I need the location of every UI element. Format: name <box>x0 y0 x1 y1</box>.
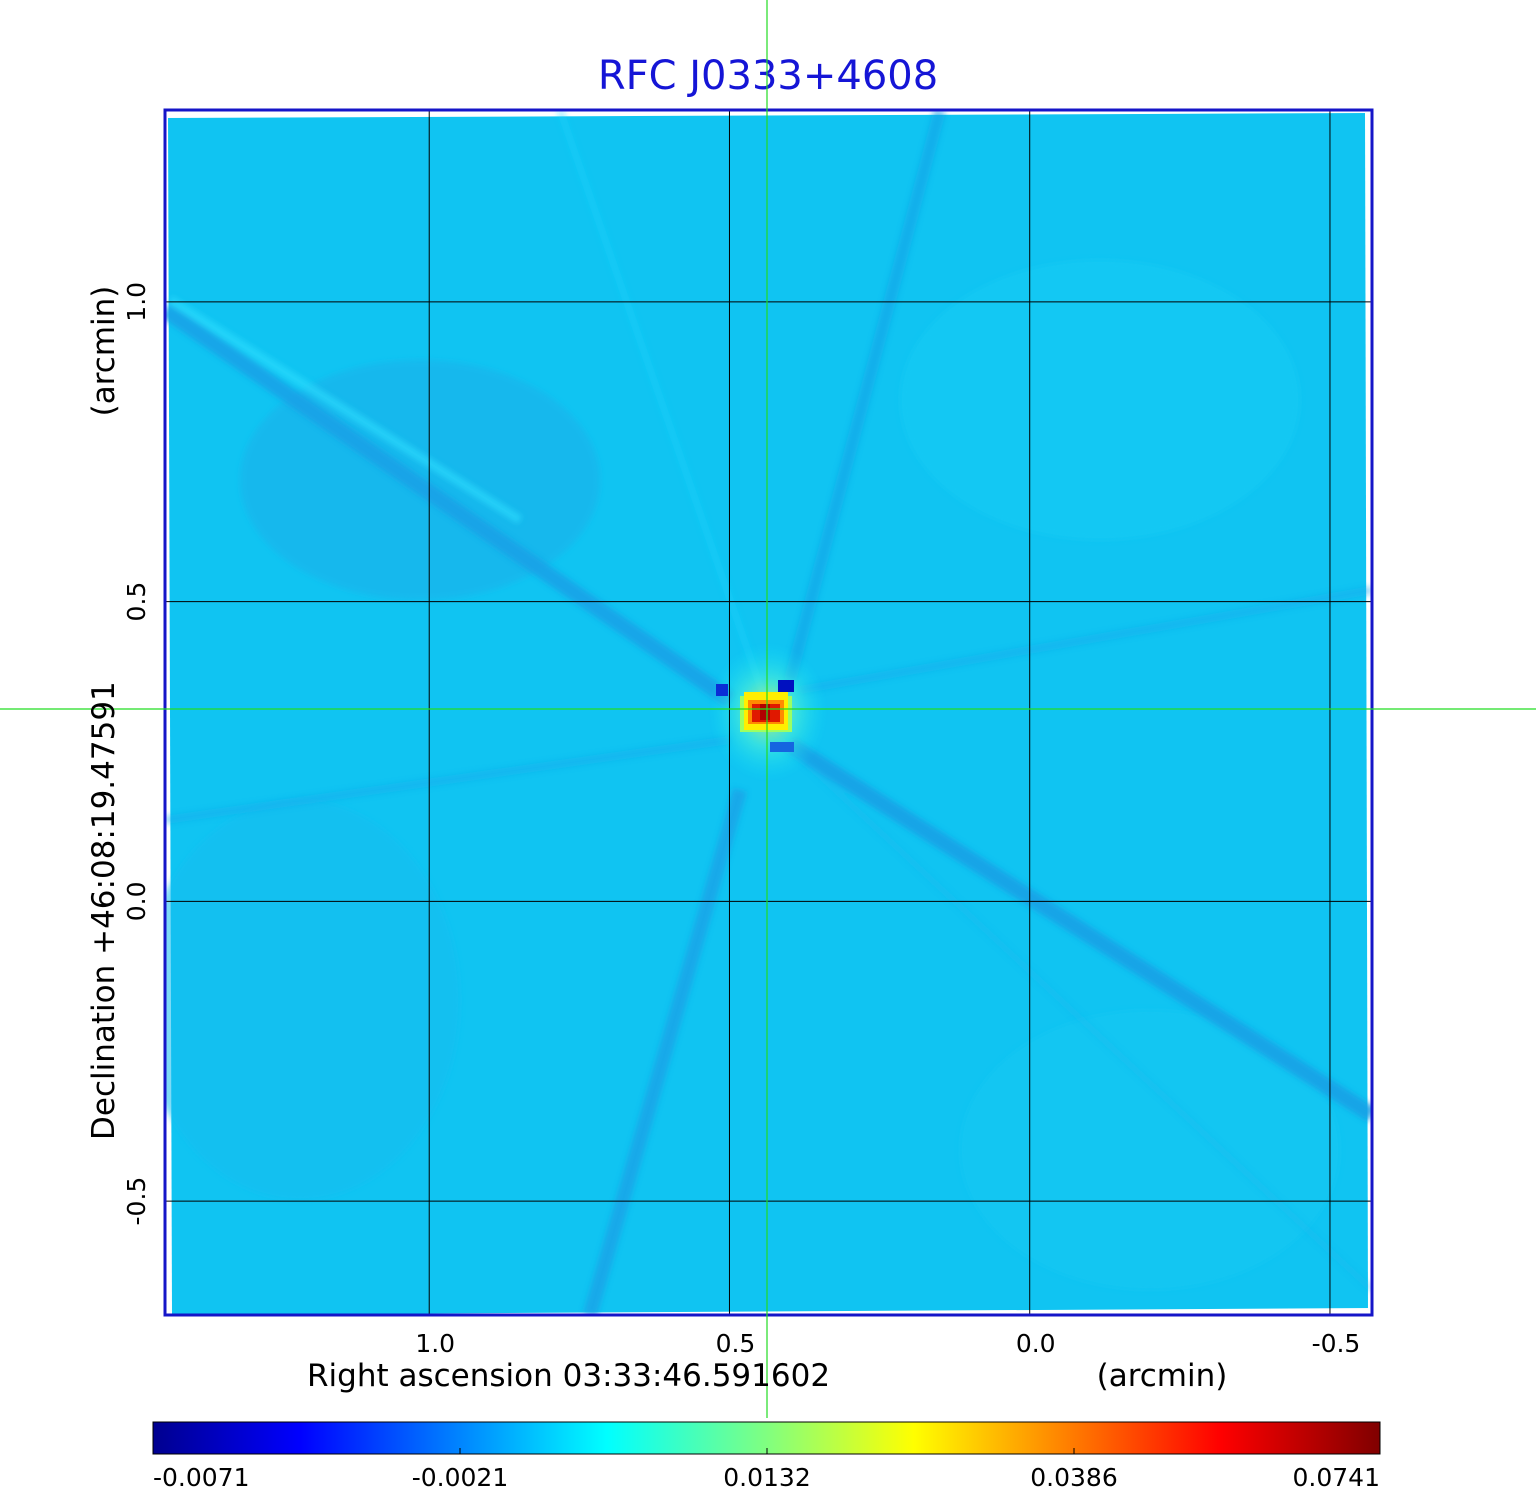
patch <box>960 1010 1340 1290</box>
x-tick-labels: 1.0 0.5 0.0 -0.5 <box>415 1329 1360 1358</box>
colorbar-tick-label: 0.0386 <box>1030 1463 1117 1492</box>
colorbar-tick-label: -0.0021 <box>412 1463 509 1492</box>
streak <box>799 586 1372 694</box>
streak <box>784 110 946 682</box>
source-pixel <box>778 680 794 692</box>
streak <box>165 736 731 824</box>
colorbar-tick-label: 0.0741 <box>1293 1463 1380 1492</box>
x-axis-label: Right ascension 03:33:46.591602 <box>307 1358 830 1394</box>
y-axis-label: Declination +46:08:19.47591 <box>86 681 122 1140</box>
image-edge-top <box>165 110 1372 118</box>
y-tick-label: 0.0 <box>122 881 151 921</box>
image-field <box>165 110 1372 1315</box>
central-source <box>708 642 828 782</box>
colorbar-tick-labels: -0.0071 -0.0021 0.0132 0.0386 0.0741 <box>153 1448 1380 1492</box>
streak <box>583 788 747 1315</box>
x-tick-label: 0.5 <box>716 1329 756 1358</box>
source-pixel <box>760 704 770 720</box>
source-pixel <box>770 742 794 752</box>
x-axis-unit: (arcmin) <box>1097 1358 1228 1394</box>
x-tick-label: 1.0 <box>415 1329 455 1358</box>
streak <box>785 738 1372 1122</box>
colorbar-tick-label: 0.0132 <box>723 1463 810 1492</box>
chart-title: RFC J0333+4608 <box>598 53 938 99</box>
colorbar-tick-label: -0.0071 <box>153 1463 250 1492</box>
x-tick-label: -0.5 <box>1312 1329 1361 1358</box>
streak <box>167 296 523 524</box>
image-edge-bottom <box>165 1308 1372 1315</box>
x-tick-label: 0.0 <box>1016 1329 1056 1358</box>
y-tick-label: 1.0 <box>122 282 151 322</box>
patch <box>900 260 1300 540</box>
streak <box>165 303 735 707</box>
y-tick-label: -0.5 <box>122 1177 151 1226</box>
y-tick-label: 0.5 <box>122 582 151 622</box>
patch <box>165 800 460 1200</box>
coordinate-grid <box>165 110 1372 1315</box>
source-pixel <box>716 684 728 696</box>
image-edge-right <box>1365 110 1372 1315</box>
streak <box>757 717 1372 1293</box>
y-tick-labels: 1.0 0.5 0.0 -0.5 <box>122 282 151 1226</box>
y-axis-unit: (arcmin) <box>86 286 122 417</box>
plot-frame <box>163 108 1374 1317</box>
